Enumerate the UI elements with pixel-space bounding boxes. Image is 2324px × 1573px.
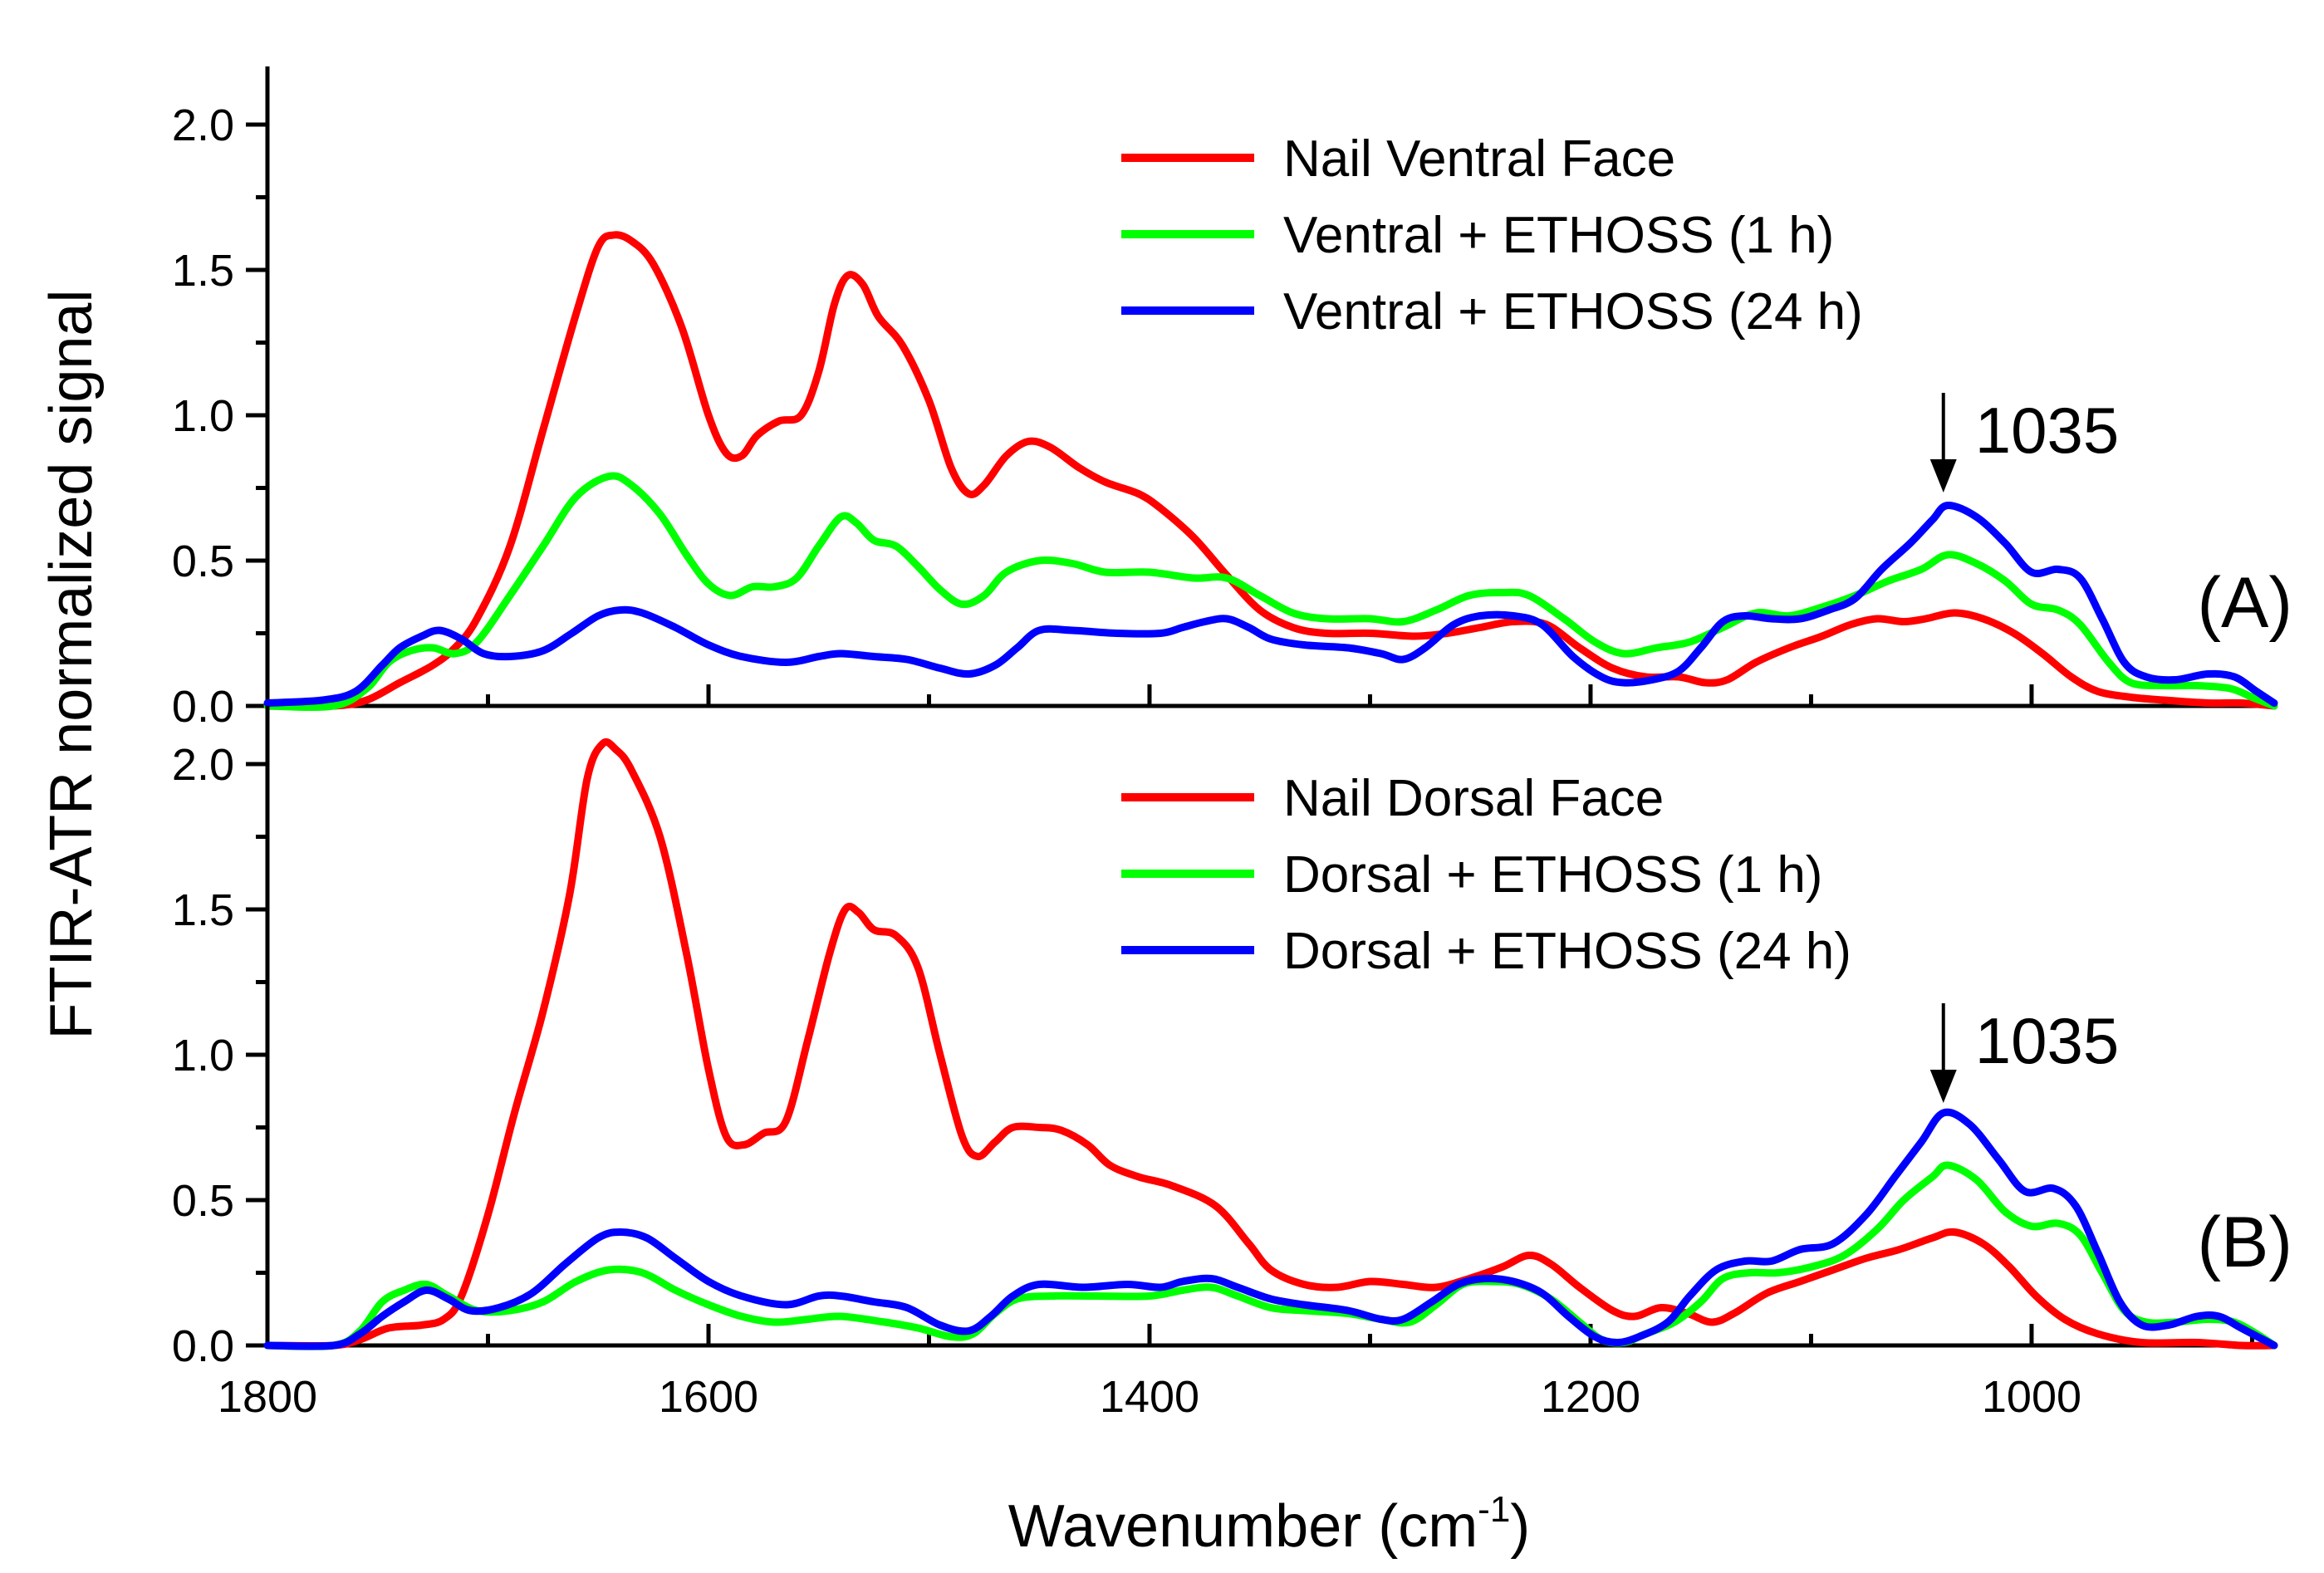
panel-b-legend-label: Dorsal + ETHOSS (1 h) [1283, 846, 1822, 904]
panel-a-series-line-1 [263, 231, 2278, 711]
x-axis-title: Wavenumber (cm-1) [1008, 1489, 1531, 1560]
panel-b-y-tick-label: 0.5 [172, 1176, 234, 1226]
x-axis-title-tail: ) [1510, 1493, 1530, 1560]
panel-a-annotation-arrow-head [1929, 459, 1957, 492]
panel-b-annotation-arrow-head [1929, 1070, 1957, 1103]
panel-a-annotation-label: 1035 [1975, 394, 2120, 467]
panel-b-series-line-1 [263, 737, 2278, 1350]
panel-b-series-line-2 [263, 1161, 2278, 1350]
panel-a-y-tick-label: 0.0 [172, 682, 234, 732]
panel-a-series-line-3 [263, 502, 2278, 707]
panel-a-legend-label: Ventral + ETHOSS (24 h) [1283, 283, 1863, 341]
x-tick-label: 1800 [218, 1372, 317, 1422]
x-axis-title-main: Wavenumber (cm [1008, 1493, 1478, 1560]
x-axis: 1800 1600 1400 1200 1000 [218, 1372, 2081, 1422]
panel-a-legend-label: Ventral + ETHOSS (1 h) [1283, 207, 1834, 264]
x-tick-label: 1000 [1982, 1372, 2081, 1422]
panel-a: 0.0 0.5 1.0 1.5 2.0 Nail Ventral Face Ventral … [172, 66, 2292, 732]
panel-a-y-tick-label: 1.0 [172, 391, 234, 441]
panel-b: 0.0 0.5 1.0 1.5 2.0 Nail Dorsal Face Dorsal + … [172, 706, 2292, 1371]
panel-b-legend-label: Dorsal + ETHOSS (24 h) [1283, 923, 1851, 980]
panel-b-y-tick-label: 1.5 [172, 885, 234, 935]
panel-b-annotation-label: 1035 [1975, 1004, 2120, 1077]
panel-b-y-tick-label: 2.0 [172, 740, 234, 790]
x-tick-label: 1200 [1541, 1372, 1640, 1422]
panel-a-y-tick-label: 0.5 [172, 537, 234, 586]
panel-a-y-tick-label: 1.5 [172, 246, 234, 296]
panel-a-y-tick-label: 2.0 [172, 100, 234, 150]
panel-b-tag: (B) [2197, 1203, 2292, 1282]
y-axis-title: FTIR-ATR normalized signal [38, 290, 105, 1040]
panel-b-y-tick-label: 1.0 [172, 1031, 234, 1081]
panel-b-series-line-3 [263, 1108, 2278, 1350]
panel-a-legend-label: Nail Ventral Face [1283, 130, 1675, 188]
panel-a-series-line-2 [263, 472, 2278, 712]
x-tick-label: 1400 [1100, 1372, 1199, 1422]
panel-b-y-tick-label: 0.0 [172, 1321, 234, 1371]
x-tick-label: 1600 [659, 1372, 758, 1422]
panel-b-legend-label: Nail Dorsal Face [1283, 770, 1664, 827]
x-axis-title-superscript: -1 [1478, 1489, 1510, 1530]
panel-a-tag: (A) [2197, 563, 2292, 643]
